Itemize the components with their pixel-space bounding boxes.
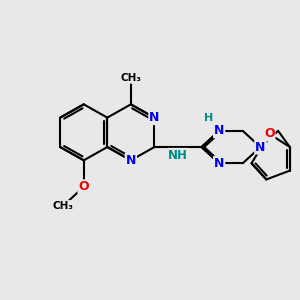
Text: NH: NH <box>168 149 188 162</box>
Text: O: O <box>264 127 274 140</box>
Text: N: N <box>149 111 160 124</box>
Text: O: O <box>78 180 89 193</box>
Text: H: H <box>204 113 214 124</box>
Text: N: N <box>255 141 266 154</box>
Text: CH₃: CH₃ <box>52 201 74 211</box>
Text: CH₃: CH₃ <box>120 73 141 83</box>
Text: N: N <box>126 154 136 167</box>
Text: N: N <box>214 157 224 170</box>
Text: N: N <box>214 124 224 137</box>
